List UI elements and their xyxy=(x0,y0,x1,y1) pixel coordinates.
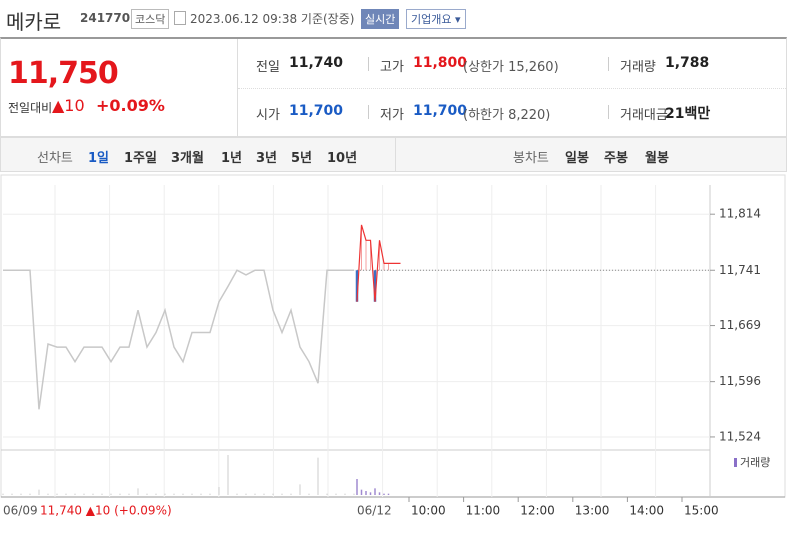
company-label: 기업개요 xyxy=(411,13,452,26)
current-price: 11,750 xyxy=(8,56,119,91)
prev-summary: 11,740 ▲10 (+0.09%) xyxy=(40,504,172,518)
divider xyxy=(238,88,786,89)
summary-label: 저가 xyxy=(380,108,404,123)
date-label: 06/09 xyxy=(3,504,38,518)
x-tick-label: 12:00 xyxy=(520,504,555,518)
tab[interactable]: 1주일 xyxy=(124,151,157,166)
divider xyxy=(608,57,609,71)
summary-label: 고가 xyxy=(380,60,404,75)
summary-note: (하한가 8,220) xyxy=(463,108,551,123)
summary-note: (상한가 15,260) xyxy=(463,60,559,75)
stock-name: 메카로 xyxy=(6,10,62,34)
summary-value: 11,800 xyxy=(413,55,468,71)
change-pct: +0.09% xyxy=(96,96,165,115)
tab-label: 선차트 xyxy=(37,151,73,166)
date-label: 06/12 xyxy=(357,504,392,518)
tab[interactable]: 10년 xyxy=(327,151,358,166)
previous-line xyxy=(3,269,354,410)
summary-label: 시가 xyxy=(256,108,280,123)
y-tick-label: 11,669 xyxy=(719,318,761,332)
timestamp: 2023.06.12 09:38 기준(장중) xyxy=(190,12,355,26)
x-tick-label: 13:00 xyxy=(575,504,610,518)
tab[interactable]: 주봉 xyxy=(604,151,628,166)
x-tick-label: 10:00 xyxy=(411,504,446,518)
tab[interactable]: 월봉 xyxy=(645,151,669,166)
market-badge: 코스닥 xyxy=(131,9,170,29)
tab[interactable]: 3년 xyxy=(256,151,278,166)
divider xyxy=(368,105,369,119)
stock-code: 241770 xyxy=(80,11,131,25)
summary-label: 전일 xyxy=(256,60,280,75)
x-tick-label: 11:00 xyxy=(466,504,501,518)
legend-swatch xyxy=(734,458,737,467)
x-tick-label: 15:00 xyxy=(684,504,719,518)
tab[interactable]: 1일 xyxy=(88,151,110,166)
tab[interactable]: 5년 xyxy=(291,151,313,166)
tab[interactable]: 1년 xyxy=(221,151,243,166)
summary-value: 11,700 xyxy=(289,103,344,119)
chart-frame xyxy=(0,174,786,498)
summary-value: 11,740 xyxy=(289,55,344,71)
company-button[interactable]: 기업개요 ▾ xyxy=(406,9,466,29)
y-tick-label: 11,524 xyxy=(719,429,761,443)
y-tick-label: 11,596 xyxy=(719,374,761,388)
divider xyxy=(608,105,609,119)
summary-label: 거래대금 xyxy=(620,108,668,123)
legend-label: 거래량 xyxy=(740,456,770,469)
x-tick-label: 14:00 xyxy=(629,504,664,518)
tab[interactable]: 3개월 xyxy=(171,151,204,166)
y-tick-label: 11,814 xyxy=(719,207,761,221)
realtime-button[interactable]: 실시간 xyxy=(361,9,400,29)
change: ▲10 xyxy=(52,96,85,115)
summary-label: 거래량 xyxy=(620,60,656,75)
tab-bar xyxy=(0,137,787,172)
change-label: 전일대비 xyxy=(8,101,53,115)
summary-value: 11,700 xyxy=(413,103,468,119)
divider xyxy=(237,39,238,136)
y-tick-label: 11,741 xyxy=(719,263,761,277)
divider xyxy=(395,138,396,171)
tab-label: 봉차트 xyxy=(513,151,549,166)
tab[interactable]: 일봉 xyxy=(565,151,589,166)
summary-value: 21백만 xyxy=(665,106,711,122)
calendar-icon xyxy=(174,11,186,25)
divider xyxy=(368,57,369,71)
summary-value: 1,788 xyxy=(665,55,710,71)
today-line xyxy=(356,224,401,302)
